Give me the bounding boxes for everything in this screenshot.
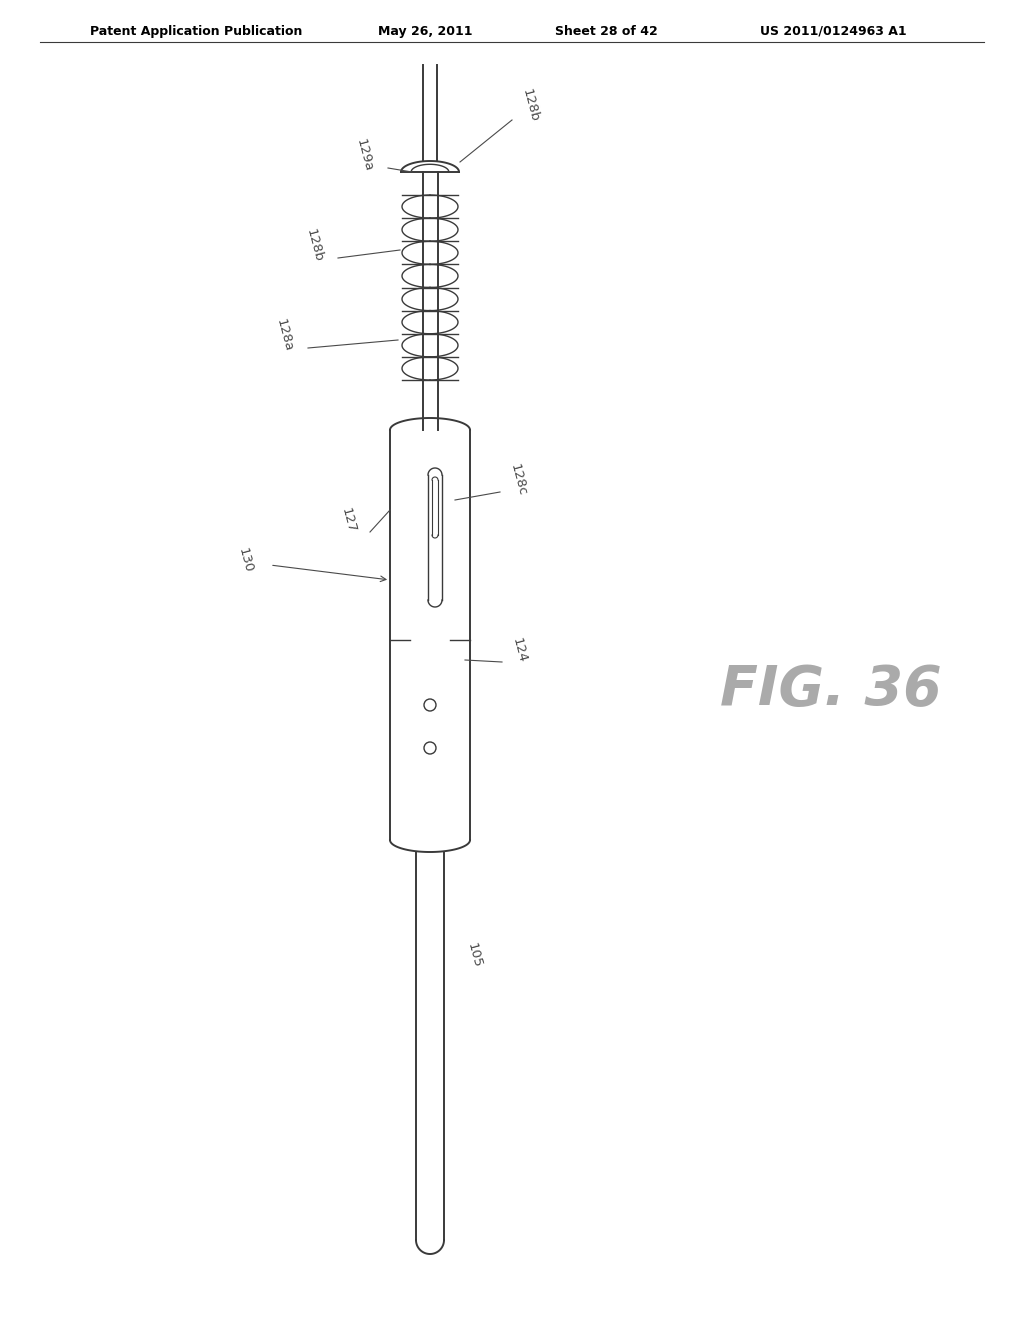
Text: 105: 105 [465,941,484,969]
Text: 127: 127 [339,506,358,535]
Text: US 2011/0124963 A1: US 2011/0124963 A1 [760,25,906,38]
Text: Patent Application Publication: Patent Application Publication [90,25,302,38]
Text: 128b: 128b [304,227,325,263]
Text: 128b: 128b [520,87,542,123]
Text: 130: 130 [236,546,255,574]
Text: May 26, 2011: May 26, 2011 [378,25,472,38]
Text: 124: 124 [510,636,529,664]
Text: 128c: 128c [508,462,529,498]
Text: 129a: 129a [353,137,375,173]
Text: Sheet 28 of 42: Sheet 28 of 42 [555,25,657,38]
Text: FIG. 36: FIG. 36 [720,663,942,717]
Text: 128a: 128a [273,317,295,352]
